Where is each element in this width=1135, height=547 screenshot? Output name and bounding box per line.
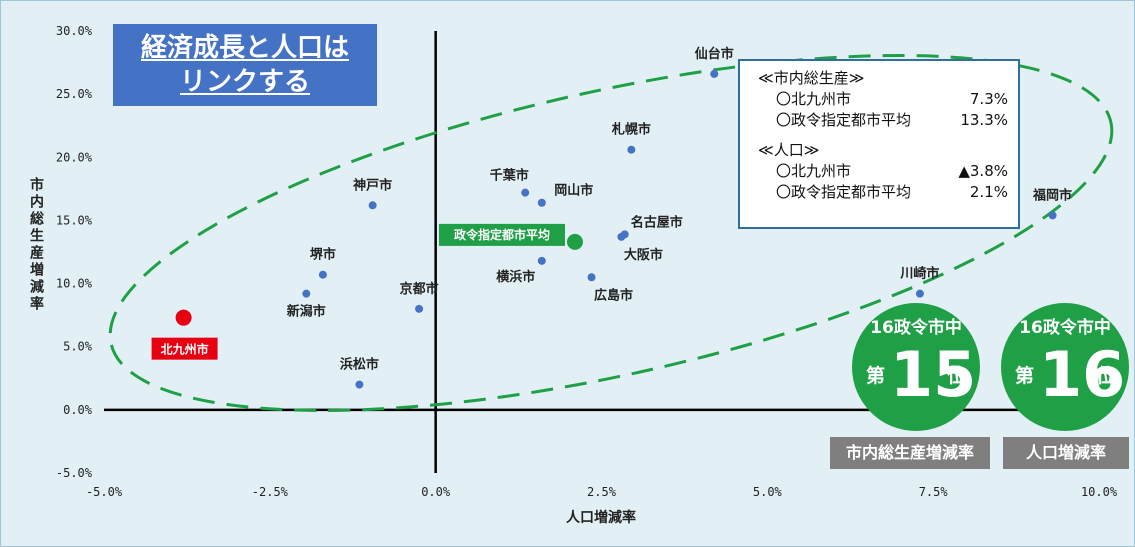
summary-box: ≪市内総生産≫ 〇北九州市 7.3% 〇政令指定都市平均 13.3% ≪人口≫ … bbox=[738, 59, 1020, 229]
population-rank-label: 人口増減率 bbox=[1003, 437, 1129, 469]
pop-row-average: 〇政令指定都市平均 2.1% bbox=[758, 182, 1008, 203]
row-value: ▲3.8% bbox=[958, 162, 1008, 180]
average-label-bg bbox=[438, 223, 565, 246]
x-tick-label: 7.5% bbox=[919, 485, 949, 499]
rank-number: 16 bbox=[1039, 338, 1126, 411]
data-point bbox=[1048, 211, 1057, 220]
data-point-label: 広島市 bbox=[594, 287, 633, 303]
y-axis-ticks: 30.0% 25.0% 20.0% 15.0% 10.0% 5.0% 0.0% -5.0% bbox=[56, 24, 93, 480]
gdp-header: ≪市内総生産≫ bbox=[758, 69, 865, 87]
rank-prefix: 第 bbox=[866, 365, 886, 387]
x-tick-label: 0.0% bbox=[421, 485, 451, 499]
x-tick-label: 5.0% bbox=[753, 485, 783, 499]
headline-box: 経済成長と人口は リンクする bbox=[113, 24, 377, 106]
highlight-label: 北九州市 bbox=[161, 342, 209, 357]
rank-suffix: 位 bbox=[946, 365, 966, 387]
row-label: 〇北九州市 bbox=[776, 162, 852, 180]
y-tick-label: 20.0% bbox=[56, 150, 93, 164]
row-label: 〇政令指定都市平均 bbox=[776, 111, 912, 129]
rank-suffix: 位 bbox=[1095, 365, 1115, 387]
headline-line-2: リンクする bbox=[179, 67, 310, 97]
data-point bbox=[302, 289, 311, 298]
data-point bbox=[710, 69, 719, 78]
row-label: 〇北九州市 bbox=[776, 90, 852, 108]
x-tick-label: -5.0% bbox=[86, 485, 123, 499]
row-value: 7.3% bbox=[969, 90, 1008, 108]
highlight-point bbox=[175, 309, 192, 326]
x-tick-label: 2.5% bbox=[587, 485, 617, 499]
gdp-row-kitakyushu: 〇北九州市 7.3% bbox=[758, 89, 1008, 110]
highlight-group: 北九州市 bbox=[151, 309, 218, 360]
data-point-label: 神戸市 bbox=[353, 177, 392, 193]
data-point bbox=[587, 273, 596, 282]
rank-prefix: 第 bbox=[1015, 365, 1035, 387]
data-point-label: 新潟市 bbox=[287, 304, 326, 320]
y-tick-label: 0.0% bbox=[63, 403, 93, 417]
row-value: 13.3% bbox=[960, 111, 1008, 129]
y-tick-label: -5.0% bbox=[56, 466, 93, 480]
row-label: 〇政令指定都市平均 bbox=[776, 183, 912, 201]
data-point-label: 千葉市 bbox=[490, 168, 529, 184]
data-point-label: 横浜市 bbox=[496, 269, 535, 285]
y-tick-label: 30.0% bbox=[56, 24, 93, 38]
gdp-rank-label: 市内総生産増減率 bbox=[830, 437, 990, 469]
data-point bbox=[627, 145, 636, 154]
data-point-label: 浜松市 bbox=[340, 357, 379, 373]
data-point bbox=[537, 256, 546, 265]
data-point-label: 札幌市 bbox=[611, 122, 651, 138]
gdp-row-average: 〇政令指定都市平均 13.3% bbox=[758, 110, 1008, 131]
x-tick-label: 10.0% bbox=[1081, 485, 1118, 499]
x-tick-label: -2.5% bbox=[252, 485, 289, 499]
y-tick-label: 5.0% bbox=[63, 340, 93, 354]
data-point bbox=[318, 270, 327, 279]
data-point-label: 堺市 bbox=[310, 247, 336, 263]
data-point-label: 京都市 bbox=[400, 281, 439, 297]
data-point bbox=[617, 232, 626, 241]
data-point-label: 大阪市 bbox=[624, 247, 663, 263]
x-axis-ticks: -5.0% -2.5% 0.0% 2.5% 5.0% 7.5% 10.0% bbox=[86, 485, 1118, 499]
gdp-rank-badge: 16政令市中 第 15 位 bbox=[852, 303, 980, 431]
average-point bbox=[566, 233, 583, 250]
average-label: 政令指定都市平均 bbox=[454, 227, 550, 242]
data-point-label: 川崎市 bbox=[899, 266, 939, 282]
data-point-label: 名古屋市 bbox=[631, 214, 683, 230]
population-header: ≪人口≫ bbox=[758, 141, 820, 159]
data-point bbox=[368, 201, 377, 210]
pop-row-kitakyushu: 〇北九州市 ▲3.8% bbox=[758, 161, 1008, 182]
data-point bbox=[355, 380, 364, 389]
data-point bbox=[537, 198, 546, 207]
data-point-label: 仙台市 bbox=[695, 46, 734, 62]
average-group: 政令指定都市平均 bbox=[438, 223, 583, 250]
rank-caption: 16政令市中 bbox=[870, 318, 962, 338]
y-tick-label: 15.0% bbox=[56, 213, 93, 227]
x-axis-label: 人口増減率 bbox=[566, 509, 636, 526]
data-point-label: 福岡市 bbox=[1032, 187, 1072, 203]
data-point bbox=[415, 304, 424, 313]
row-value: 2.1% bbox=[969, 183, 1008, 201]
data-point-label: 岡山市 bbox=[554, 183, 593, 199]
headline-line-1: 経済成長と人口は bbox=[140, 33, 349, 63]
population-rank-badge: 16政令市中 第 16 位 bbox=[1001, 303, 1129, 431]
data-point bbox=[521, 188, 530, 197]
y-axis-label: 市内総生産増減率 bbox=[30, 177, 44, 313]
rank-caption: 16政令市中 bbox=[1019, 318, 1111, 338]
highlight-label-bg bbox=[151, 337, 218, 360]
rank-number: 15 bbox=[890, 338, 977, 411]
y-tick-label: 25.0% bbox=[56, 87, 93, 101]
trend-ellipse bbox=[108, 54, 1114, 412]
y-tick-label: 10.0% bbox=[56, 277, 93, 291]
data-point bbox=[915, 289, 924, 298]
